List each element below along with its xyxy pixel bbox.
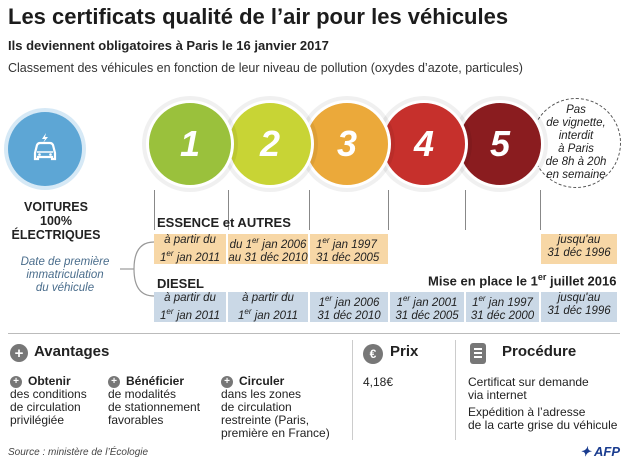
electric-label: VOITURES 100% ÉLECTRIQUES	[11, 200, 101, 242]
essence-cell-5: jusqu'au 31 déc 1996	[541, 234, 617, 264]
plus-icon: +	[221, 376, 233, 388]
divider	[388, 190, 389, 230]
diesel-cell-3: 1er jan 2006 31 déc 2010	[310, 292, 388, 322]
essence-label: ESSENCE et AUTRES	[157, 215, 291, 230]
plus-icon: +	[10, 376, 22, 388]
certificate-number: 3	[336, 123, 358, 164]
procedure-title: Procédure	[502, 343, 577, 360]
avantages-title: Avantages	[34, 343, 110, 360]
divider	[228, 190, 229, 230]
advantage-item-2-text: de modalités de stationnement favorables	[108, 387, 201, 427]
first-registration-note: Date de première immatriculation du véhi…	[20, 256, 110, 294]
prix-value: 4,18€	[363, 375, 394, 389]
diesel-label: DIESEL	[157, 276, 204, 291]
document-icon	[470, 343, 486, 364]
advantage-item-3-text: dans les zones de circulation restreinte…	[221, 387, 330, 440]
diesel-start-date: Mise en place le 1er juillet 2016	[428, 272, 617, 289]
essence-cell-2: du 1er jan 2006 au 31 déc 2010	[228, 234, 308, 264]
certificate-number: 2	[259, 123, 281, 164]
separator-vertical	[352, 340, 353, 440]
advantage-item-3: Circuler	[239, 374, 285, 388]
divider	[309, 190, 310, 230]
plus-icon: +	[108, 376, 120, 388]
divider	[465, 190, 466, 230]
procedure-step-1: Certificat sur demande via internet	[468, 375, 589, 402]
divider	[154, 190, 155, 230]
euro-icon: €	[363, 344, 383, 364]
advantage-item-1-text: des conditions de circulation privilégié…	[10, 387, 87, 427]
certificate-4-badge: 4	[380, 100, 468, 188]
diesel-cell-1: à partir du 1er jan 2011	[154, 292, 226, 322]
electric-car-icon	[33, 133, 57, 161]
certificate-1-badge: 1	[146, 100, 234, 188]
advantage-item-1: Obtenir	[28, 374, 71, 388]
no-vignette-note: Pas de vignette, interdit à Paris de 8h …	[531, 98, 621, 188]
prix-title: Prix	[390, 343, 419, 360]
page-subtitle: Ils deviennent obligatoires à Paris le 1…	[8, 38, 329, 53]
certificate-number: 5	[489, 123, 511, 164]
certificate-5-badge: 5	[456, 100, 544, 188]
plus-icon: +	[10, 344, 28, 362]
essence-cell-3: 1er jan 1997 31 déc 2005	[310, 234, 388, 264]
certificate-2-badge: 2	[226, 100, 314, 188]
advantage-item-2: Bénéficier	[126, 374, 185, 388]
certificate-number: 1	[179, 123, 201, 164]
diesel-cell-4: 1er jan 2001 31 déc 2005	[390, 292, 464, 322]
page-title: Les certificats qualité de l’air pour le…	[8, 4, 509, 29]
essence-cell-1: à partir du 1er jan 2011	[154, 234, 226, 264]
diesel-cell-6: jusqu'au 31 déc 1996	[541, 292, 617, 322]
separator-line	[8, 333, 620, 334]
diesel-cell-5: 1er jan 1997 31 déc 2000	[466, 292, 539, 322]
intro-text: Classement des véhicules en fonction de …	[8, 61, 523, 75]
electric-badge	[8, 112, 82, 186]
diesel-cell-2: à partir du 1er jan 2011	[228, 292, 308, 322]
source-note: Source : ministère de l’Écologie	[8, 447, 149, 458]
separator-vertical	[455, 340, 456, 440]
procedure-step-2: Expédition à l’adresse de la carte grise…	[468, 405, 618, 432]
afp-logo: ✦ AFP	[579, 444, 620, 459]
certificate-number: 4	[413, 123, 435, 164]
divider	[540, 190, 541, 230]
certificate-3-badge: 3	[303, 100, 391, 188]
brace-connector	[120, 241, 155, 297]
